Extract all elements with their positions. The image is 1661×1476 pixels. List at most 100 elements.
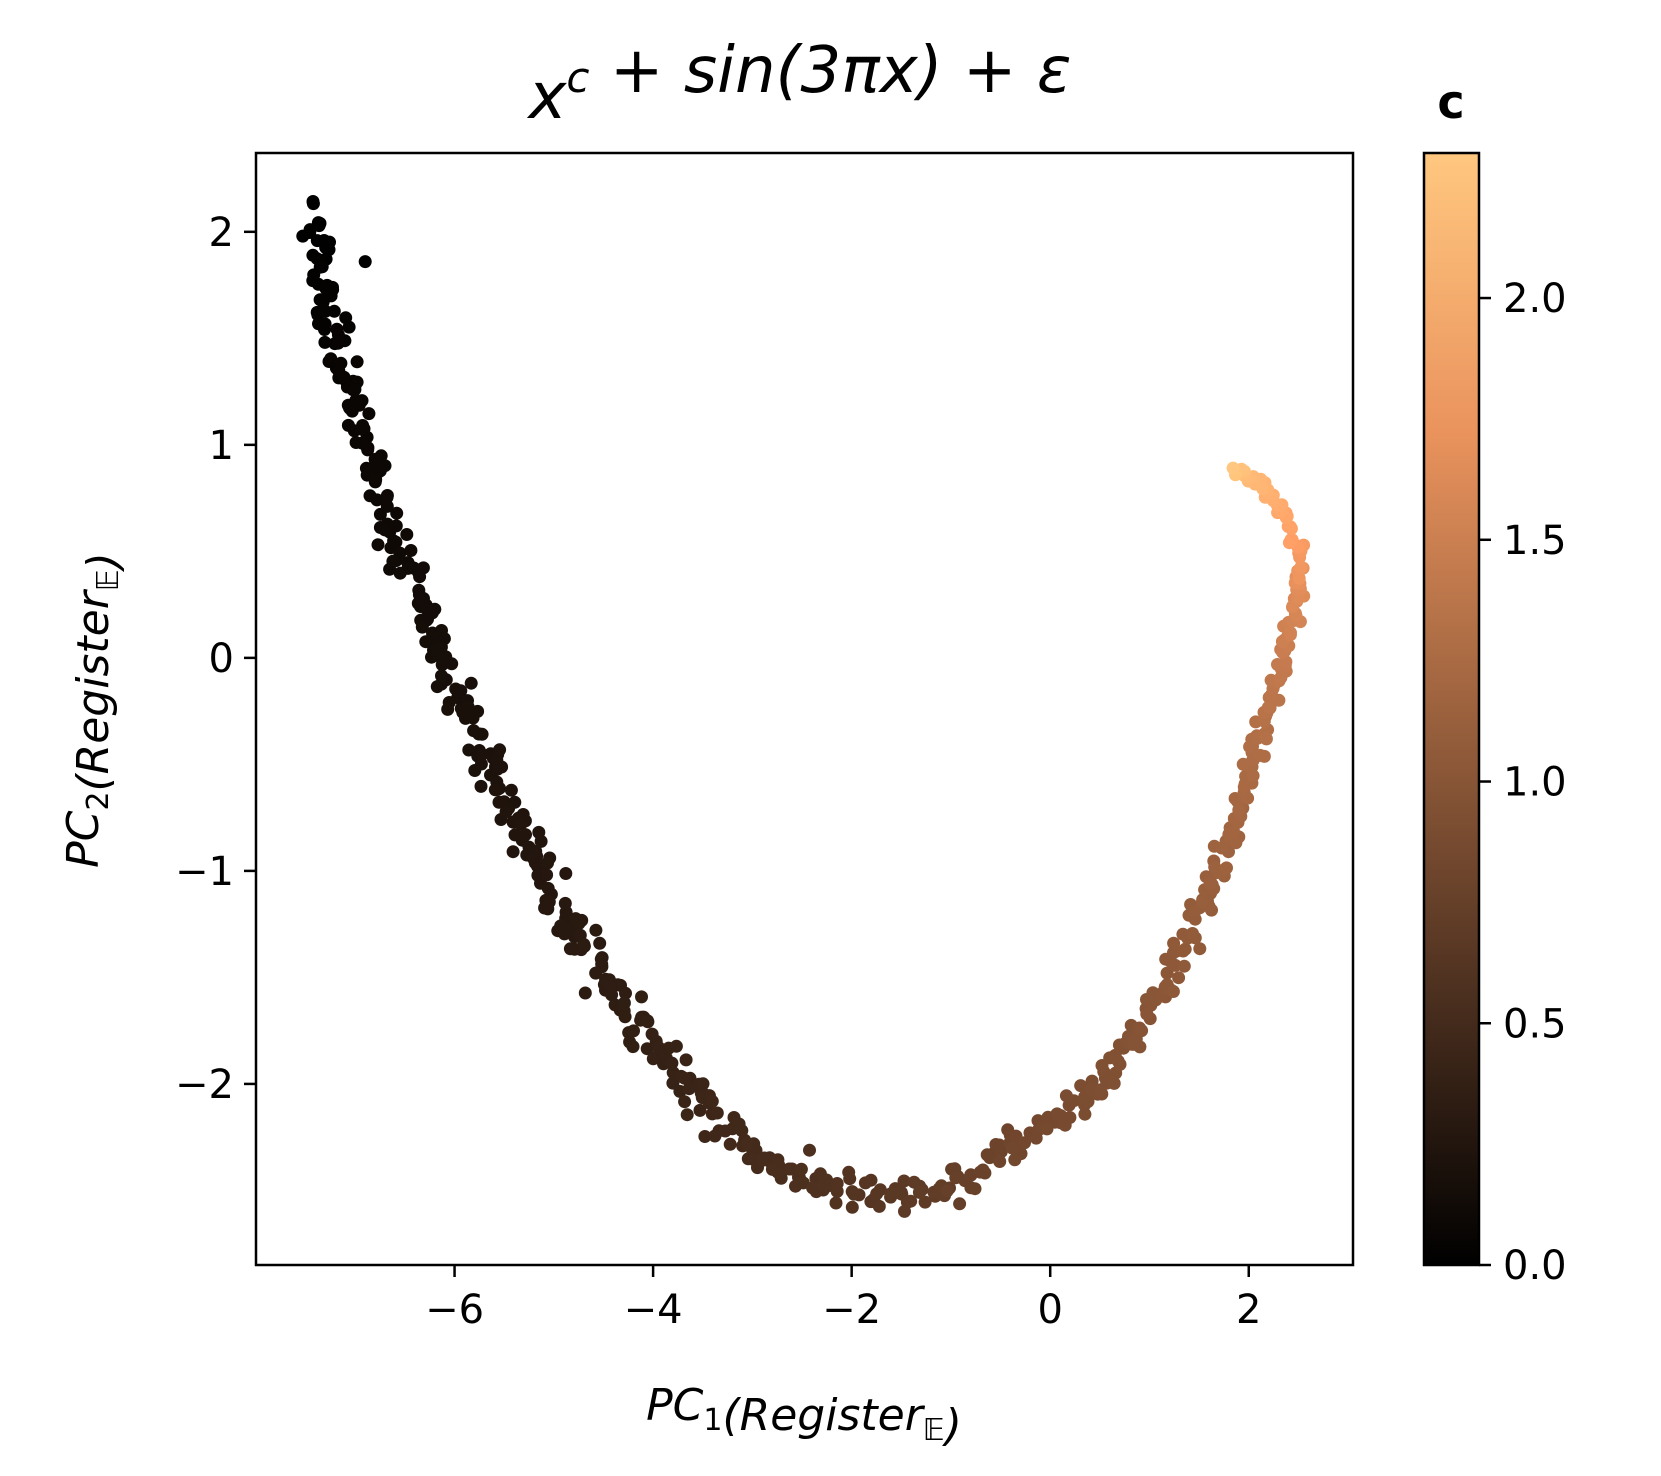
scatter-point — [441, 702, 455, 716]
scatter-point — [393, 566, 407, 580]
scatter-point — [474, 779, 488, 793]
scatter-point — [698, 1130, 712, 1143]
scatter-point — [361, 441, 375, 455]
scatter-point — [319, 304, 332, 318]
scatter-point — [679, 1053, 693, 1067]
scatter-point — [918, 1195, 932, 1209]
scatter-point — [445, 657, 459, 671]
scatter-point — [420, 603, 434, 616]
scatter-point — [318, 335, 332, 349]
scatter-point — [559, 867, 573, 880]
scatter-point — [1177, 959, 1191, 973]
scatter-point — [1186, 927, 1199, 940]
scatter-point — [306, 274, 320, 288]
scatter-point — [873, 1183, 887, 1197]
scatter-point — [1257, 749, 1271, 763]
scatter-point — [830, 1177, 844, 1190]
scatter-point — [589, 923, 603, 937]
scatter-point — [303, 226, 317, 239]
scatter-point — [578, 986, 592, 1000]
scatter-point — [968, 1182, 982, 1196]
scatter-point — [1107, 1076, 1121, 1090]
scatter-point — [627, 1024, 640, 1038]
scatter-point — [993, 1155, 1007, 1168]
scatter-point — [898, 1204, 911, 1218]
scatter-point — [348, 383, 362, 396]
x-tick-label: 0 — [1037, 1287, 1062, 1333]
y-tick-label: 0 — [209, 636, 234, 682]
scatter-point — [771, 1165, 785, 1179]
colorbar-tick-label: 0.0 — [1503, 1243, 1567, 1289]
y-tick-label: −2 — [175, 1062, 234, 1108]
scatter-point — [884, 1187, 898, 1201]
scatter-point — [369, 473, 383, 487]
scatter-point — [363, 489, 377, 503]
scatter-point — [1167, 936, 1181, 950]
scatter-point — [474, 757, 488, 771]
scatter-point — [331, 336, 345, 350]
x-tick-label: −6 — [425, 1287, 484, 1333]
scatter-point — [1166, 985, 1180, 998]
scatter-point — [1243, 740, 1257, 754]
scatter-point — [593, 936, 607, 950]
scatter-point — [894, 1185, 908, 1199]
y-tick-label: 2 — [209, 210, 234, 256]
scatter-point — [705, 1094, 719, 1108]
scatter-point — [953, 1197, 967, 1211]
scatter-point — [1232, 803, 1246, 817]
scatter-point — [1238, 777, 1252, 791]
scatter-point — [389, 535, 403, 549]
scatter-point — [452, 685, 466, 699]
scatter-point — [858, 1176, 872, 1190]
scatter-point — [1008, 1153, 1022, 1167]
scatter-point — [718, 1124, 732, 1138]
scatter-point — [488, 783, 502, 797]
colorbar: c 0.0 0.5 1.0 1.5 2.0 — [1422, 75, 1567, 1289]
scatter-point — [803, 1143, 816, 1157]
scatter-point — [897, 1174, 911, 1188]
scatter-point — [1058, 1118, 1072, 1132]
scatter-point — [572, 916, 586, 930]
scatter-point — [528, 856, 542, 870]
scatter-point — [912, 1185, 926, 1199]
scatter-point — [466, 711, 480, 725]
scatter-point — [324, 352, 338, 366]
scatter-point — [710, 1106, 724, 1120]
scatter-point — [992, 1138, 1006, 1152]
scatter-point — [626, 1040, 640, 1054]
scatter-point — [669, 1039, 683, 1053]
scatter-point — [371, 538, 385, 552]
scatter-point — [1236, 757, 1250, 771]
scatter-point — [355, 422, 369, 436]
scatter-point — [1018, 1136, 1031, 1150]
colorbar-ticks: 0.0 0.5 1.0 1.5 2.0 — [1479, 276, 1567, 1289]
scatter-point — [980, 1148, 994, 1162]
scatter-point — [475, 727, 489, 741]
scatter-point — [847, 1187, 861, 1201]
colorbar-tick-label: 1.0 — [1503, 760, 1567, 806]
colorbar-tick-label: 2.0 — [1503, 276, 1567, 322]
chart-title: xc + sin(3πx) + ε — [527, 34, 1072, 134]
scatter-point — [540, 868, 554, 882]
scatter-point-outlier — [358, 255, 372, 269]
x-axis-ticks: −6 −4 −2 0 2 — [425, 1265, 1261, 1333]
scatter-point — [829, 1196, 843, 1210]
scatter-point — [1195, 895, 1209, 909]
scatter-point — [378, 523, 392, 537]
x-tick-label: −2 — [822, 1287, 881, 1333]
scatter-point — [1108, 1048, 1122, 1062]
scatter-point — [380, 490, 394, 504]
scatter-point — [306, 195, 320, 208]
scatter-point — [519, 828, 532, 842]
scatter-point — [1259, 732, 1273, 746]
scatter-point — [1140, 1007, 1154, 1021]
scatter-point — [538, 901, 552, 915]
scatter-point — [618, 1010, 632, 1024]
scatter-point — [1078, 1107, 1092, 1121]
scatter-point — [368, 452, 382, 466]
scatter-point — [413, 570, 427, 584]
scatter-point — [312, 317, 325, 331]
scatter-point — [1203, 877, 1217, 891]
scatter-point — [678, 1071, 692, 1085]
